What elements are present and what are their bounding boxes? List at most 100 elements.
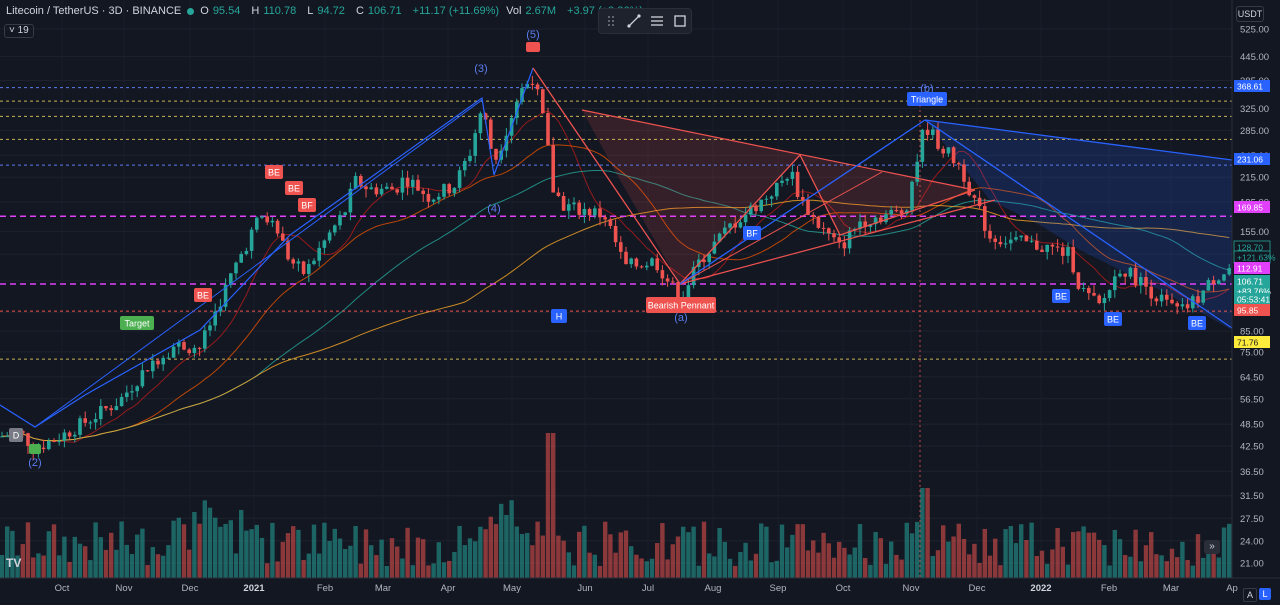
volume-bar: [1201, 557, 1206, 578]
candle-body: [104, 406, 108, 409]
wave-label-3: (3): [474, 63, 487, 75]
candle-body: [374, 187, 379, 195]
scroll-to-realtime-button[interactable]: »: [1204, 540, 1220, 554]
volume-bar: [145, 565, 150, 578]
candle-body: [416, 179, 420, 191]
candle-body: [541, 89, 545, 114]
price-tag-label: 169.85: [1237, 203, 1263, 213]
price-tick-label: 48.50: [1240, 420, 1264, 431]
trendline-icon[interactable]: [626, 13, 642, 29]
volume-bar: [244, 530, 249, 578]
volume-bar: [311, 524, 317, 578]
candle-body: [249, 229, 254, 251]
volume-bar: [837, 541, 842, 578]
volume-bar: [514, 526, 519, 578]
candle-body: [941, 148, 945, 154]
candle-body: [390, 186, 394, 190]
time-tick-label: Nov: [116, 583, 133, 594]
ohlc-values: O 95.54 H 110.78 L 94.72 C 106.71 +11.17 (+1…: [200, 5, 647, 17]
volume-bar: [124, 544, 129, 578]
candle-body: [515, 101, 519, 118]
pennant-inner-line: [679, 171, 883, 285]
candle-body: [255, 217, 259, 230]
triangle-pattern-label: Triangle: [907, 92, 947, 106]
candle-body: [707, 253, 711, 263]
candle-body: [47, 440, 51, 450]
price-tag-bg: [1234, 293, 1270, 305]
candle-body: [671, 281, 675, 283]
volume-bar: [478, 526, 483, 578]
volume-bar: [25, 522, 31, 578]
volume-bar: [109, 532, 114, 578]
candle-body: [301, 261, 306, 274]
candle-body: [473, 133, 477, 156]
candle-body: [806, 199, 810, 215]
candle-body: [1045, 244, 1049, 252]
volume-bar: [1086, 532, 1091, 578]
indicator-count-badge[interactable]: ˅ 19: [4, 24, 34, 38]
volume-bar: [88, 560, 93, 578]
volume-bar: [545, 433, 551, 578]
volume-bar: [998, 565, 1003, 578]
signal-badge-label: BE: [1107, 315, 1119, 325]
candle-body: [832, 233, 836, 238]
volume-bar: [925, 488, 930, 578]
auto-scale-button[interactable]: A: [1243, 588, 1257, 602]
volume-bar: [301, 559, 306, 578]
candle-body: [244, 250, 249, 255]
volume-bar: [249, 529, 254, 578]
volume-bar: [743, 542, 748, 578]
volume-bar: [207, 507, 213, 578]
price-tick-label: 445.00: [1240, 52, 1269, 63]
volume-bar: [1154, 554, 1159, 578]
volume-bar: [821, 532, 826, 578]
candle-body: [790, 171, 795, 179]
candle-body: [858, 221, 862, 229]
candle-body: [26, 433, 30, 446]
candle-body: [676, 282, 680, 303]
currency-selector[interactable]: USDT: [1236, 6, 1264, 22]
signal-badge-bg: [120, 316, 154, 330]
volume-bar: [488, 516, 493, 578]
candle-body: [608, 219, 613, 226]
candle-body: [754, 205, 758, 212]
triangle-lower-line: [924, 119, 1233, 329]
volume-bar: [852, 547, 857, 578]
candle-body: [140, 370, 145, 387]
volume-bar: [436, 542, 441, 578]
signal-badge-bg: [1052, 289, 1070, 303]
volume-bar: [223, 523, 228, 578]
multi-line-icon[interactable]: [649, 13, 665, 29]
candle-body: [452, 187, 457, 194]
volume-bar: [935, 550, 941, 578]
candle-body: [535, 84, 540, 90]
market-status-icon: [187, 7, 195, 15]
volume-bar: [452, 551, 457, 578]
drag-handle-icon[interactable]: [603, 13, 619, 29]
candle-body: [364, 186, 368, 190]
wave-label-2: (2): [28, 457, 41, 469]
volume-bar: [857, 524, 863, 578]
signal-badge-bg: [526, 42, 540, 52]
candle-body: [1055, 246, 1060, 248]
candle-body: [463, 160, 467, 171]
time-tick-label: Jun: [577, 583, 592, 594]
candle-body: [0, 436, 4, 438]
candle-body: [920, 129, 925, 162]
candle-body: [1003, 243, 1008, 245]
volume-bar: [790, 534, 795, 578]
log-scale-button[interactable]: L: [1259, 588, 1271, 600]
candle-body: [291, 259, 295, 264]
time-tick-label: Feb: [317, 583, 333, 594]
symbol-title[interactable]: Litecoin / TetherUS · 3D · BINANCE: [6, 5, 182, 17]
volume-bar: [566, 552, 571, 578]
candle-body: [1009, 239, 1013, 244]
candle-body: [385, 186, 389, 189]
price-tick-label: 56.50: [1240, 394, 1264, 405]
high-value: 110.78: [263, 5, 297, 17]
price-tag-label: +83.76%: [1237, 287, 1271, 297]
candle-body: [322, 240, 327, 248]
candle-body: [405, 177, 410, 187]
rectangle-icon[interactable]: [672, 13, 688, 29]
